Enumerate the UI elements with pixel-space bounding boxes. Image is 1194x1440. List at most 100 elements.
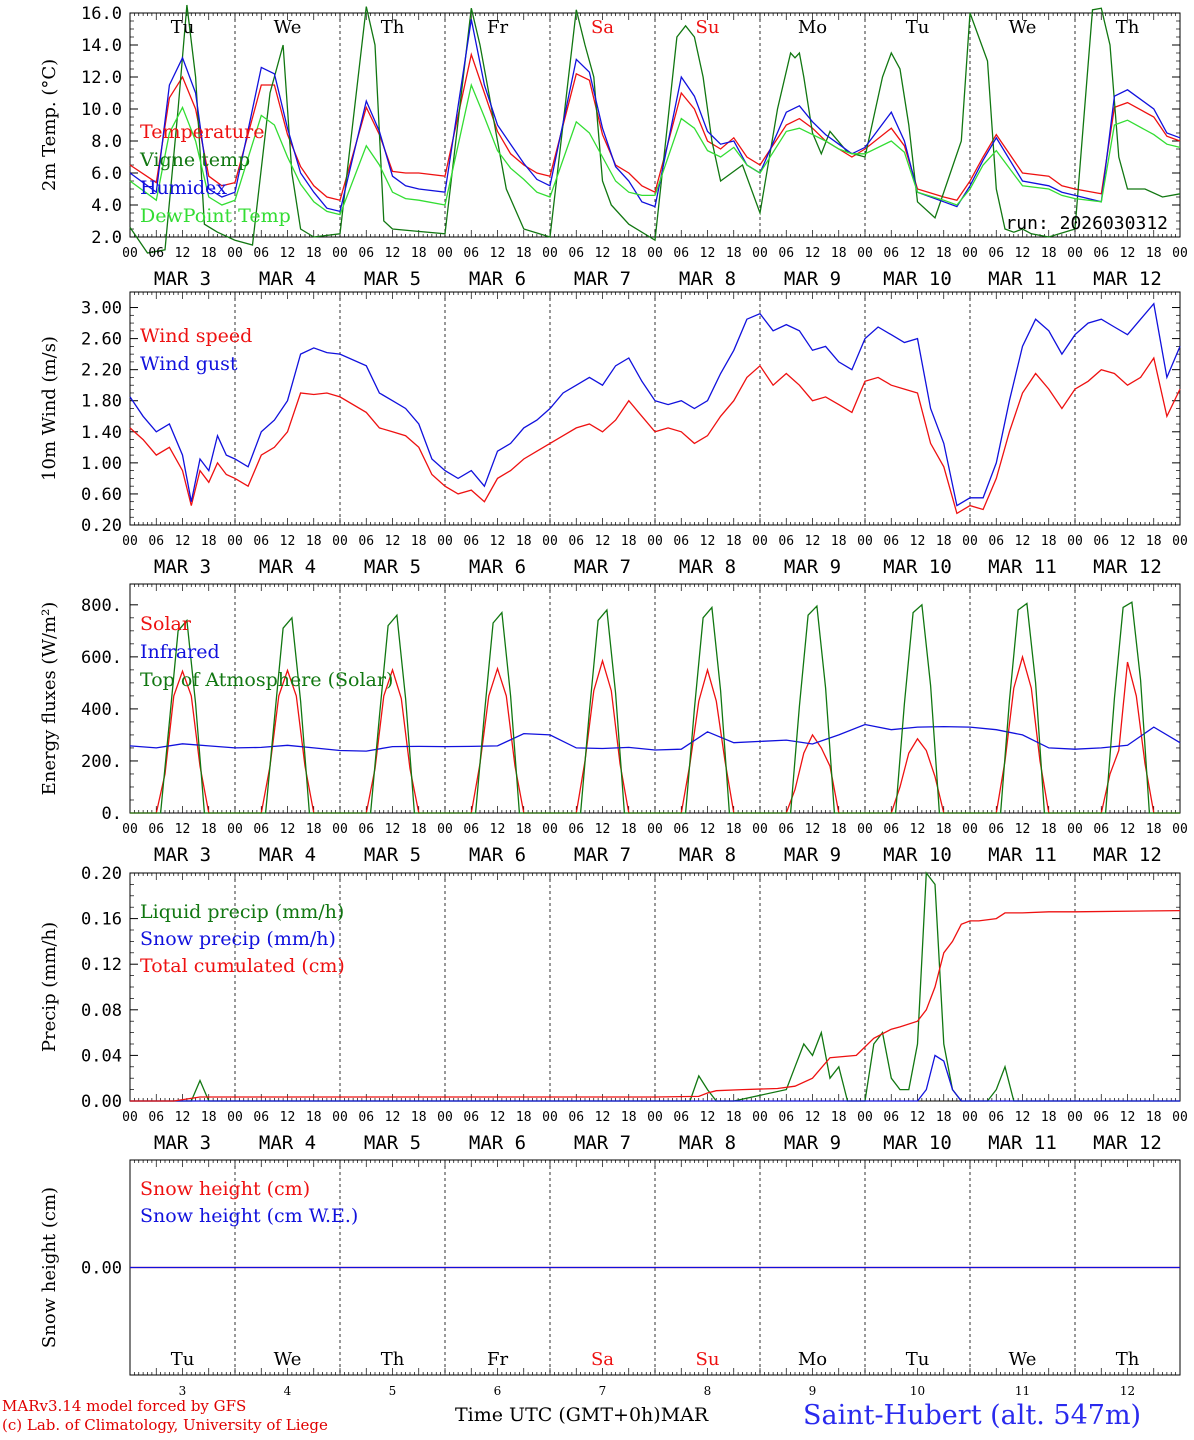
day-abbr: Th bbox=[381, 17, 405, 38]
hour-tick-label: 06 bbox=[568, 534, 584, 549]
hour-tick-label: 12 bbox=[700, 822, 716, 837]
date-label: MAR 11 bbox=[988, 1132, 1057, 1154]
series-line-wind-speed bbox=[129, 356, 1181, 515]
day-abbr: Tu bbox=[171, 17, 195, 38]
hour-tick-label: 18 bbox=[516, 1110, 532, 1125]
date-label: MAR 11 bbox=[988, 556, 1057, 578]
hour-tick-label: 06 bbox=[673, 822, 689, 837]
hour-tick-label: 18 bbox=[201, 822, 217, 837]
hour-tick-label: 12 bbox=[910, 246, 926, 261]
hour-tick-label: 18 bbox=[516, 822, 532, 837]
series-line-dewpoint-temp bbox=[129, 82, 1181, 216]
hour-tick-label: 18 bbox=[621, 534, 637, 549]
hour-tick-label: 06 bbox=[673, 1110, 689, 1125]
date-label: MAR 4 bbox=[259, 1132, 316, 1154]
y-tick-label: 2.0 bbox=[91, 228, 122, 248]
footer-lab: (c) Lab. of Climatology, University of L… bbox=[2, 1416, 328, 1434]
hour-tick-label: 00 bbox=[542, 246, 558, 261]
hour-tick-label: 12 bbox=[1120, 534, 1136, 549]
hour-tick-label: 18 bbox=[621, 246, 637, 261]
date-label: MAR 8 bbox=[679, 556, 736, 578]
hour-tick-label: 18 bbox=[936, 246, 952, 261]
y-tick-label: 0.12 bbox=[81, 955, 122, 975]
hour-tick-label: 00 bbox=[122, 534, 138, 549]
y-tick-label: 0.20 bbox=[81, 516, 122, 536]
y-tick-label: 3.00 bbox=[81, 299, 122, 319]
hour-tick-label: 06 bbox=[358, 1110, 374, 1125]
hour-tick-label: 18 bbox=[936, 534, 952, 549]
hour-tick-label: 00 bbox=[962, 534, 978, 549]
legend-entry: DewPoint Temp bbox=[140, 205, 291, 227]
legend-entry: Temperature bbox=[140, 121, 264, 143]
hour-tick-label: 00 bbox=[437, 534, 453, 549]
hour-tick-label: 06 bbox=[883, 246, 899, 261]
hour-tick-label: 12 bbox=[805, 534, 821, 549]
hour-tick-label: 12 bbox=[700, 246, 716, 261]
hour-tick-label: 12 bbox=[1120, 822, 1136, 837]
hour-tick-label: 00 bbox=[752, 822, 768, 837]
hour-tick-label: 12 bbox=[805, 246, 821, 261]
hour-tick-label: 18 bbox=[411, 246, 427, 261]
date-label: MAR 3 bbox=[154, 556, 211, 578]
hour-tick-label: 06 bbox=[358, 246, 374, 261]
day-abbr: Tu bbox=[906, 17, 930, 38]
legend-entry: Total cumulated (cm) bbox=[140, 955, 345, 977]
hour-tick-label: 18 bbox=[726, 246, 742, 261]
y-tick-label: 1.80 bbox=[81, 392, 122, 412]
hour-tick-label: 12 bbox=[910, 534, 926, 549]
date-label: MAR 11 bbox=[988, 268, 1057, 290]
hour-tick-label: 06 bbox=[883, 822, 899, 837]
legend-entry: Top of Atmosphere (Solar) bbox=[140, 669, 393, 691]
hour-tick-label: 12 bbox=[1120, 246, 1136, 261]
date-label: MAR 4 bbox=[259, 844, 316, 866]
hour-tick-label: 00 bbox=[227, 534, 243, 549]
date-label: MAR 9 bbox=[784, 556, 841, 578]
hour-tick-label: 00 bbox=[332, 246, 348, 261]
panel-5 bbox=[129, 1159, 1181, 1376]
hour-tick-label: 00 bbox=[1067, 822, 1083, 837]
series-line-snow-precip-mm-h- bbox=[130, 1054, 1180, 1102]
hour-tick-label: 06 bbox=[358, 822, 374, 837]
hour-tick-label: 18 bbox=[516, 534, 532, 549]
hour-tick-label: 12 bbox=[910, 822, 926, 837]
hour-tick-label: 06 bbox=[568, 1110, 584, 1125]
hour-tick-label: 12 bbox=[595, 246, 611, 261]
series-line-wind-gust bbox=[129, 302, 1181, 507]
legend-entry: Snow height (cm) bbox=[140, 1178, 310, 1200]
hour-tick-label: 06 bbox=[778, 246, 794, 261]
hour-tick-label: 06 bbox=[988, 822, 1004, 837]
hour-tick-label: 06 bbox=[253, 246, 269, 261]
hour-tick-label: 00 bbox=[122, 822, 138, 837]
hour-tick-label: 12 bbox=[490, 534, 506, 549]
date-label: MAR 9 bbox=[784, 268, 841, 290]
hour-tick-label: 06 bbox=[253, 1110, 269, 1125]
hour-tick-label: 00 bbox=[332, 822, 348, 837]
date-label: MAR 8 bbox=[679, 1132, 736, 1154]
day-number: 11 bbox=[1015, 1384, 1030, 1398]
hour-tick-label: 12 bbox=[805, 1110, 821, 1125]
hour-tick-label: 00 bbox=[647, 822, 663, 837]
hour-tick-label: 18 bbox=[1146, 534, 1162, 549]
hour-tick-label: 18 bbox=[516, 246, 532, 261]
hour-tick-label: 00 bbox=[857, 534, 873, 549]
footer-model: MARv3.14 model forced by GFS bbox=[2, 1397, 247, 1415]
hour-tick-label: 06 bbox=[883, 534, 899, 549]
hour-tick-label: 12 bbox=[700, 534, 716, 549]
hour-tick-label: 18 bbox=[411, 1110, 427, 1125]
hour-tick-label: 06 bbox=[463, 534, 479, 549]
hour-tick-label: 12 bbox=[175, 534, 191, 549]
date-label: MAR 3 bbox=[154, 268, 211, 290]
legend-entry: Humidex bbox=[140, 177, 227, 199]
date-label: MAR 9 bbox=[784, 844, 841, 866]
hour-tick-label: 06 bbox=[883, 1110, 899, 1125]
y-tick-label: 2.60 bbox=[81, 330, 122, 350]
date-label: MAR 7 bbox=[574, 556, 631, 578]
day-abbr: Th bbox=[1116, 1349, 1140, 1370]
hour-tick-label: 06 bbox=[568, 822, 584, 837]
hour-tick-label: 00 bbox=[542, 822, 558, 837]
hour-tick-label: 06 bbox=[358, 534, 374, 549]
panel-1 bbox=[129, 4, 1181, 254]
y-axis-label: 10m Wind (m/s) bbox=[39, 336, 60, 481]
date-label: MAR 5 bbox=[364, 1132, 421, 1154]
date-label: MAR 5 bbox=[364, 268, 421, 290]
